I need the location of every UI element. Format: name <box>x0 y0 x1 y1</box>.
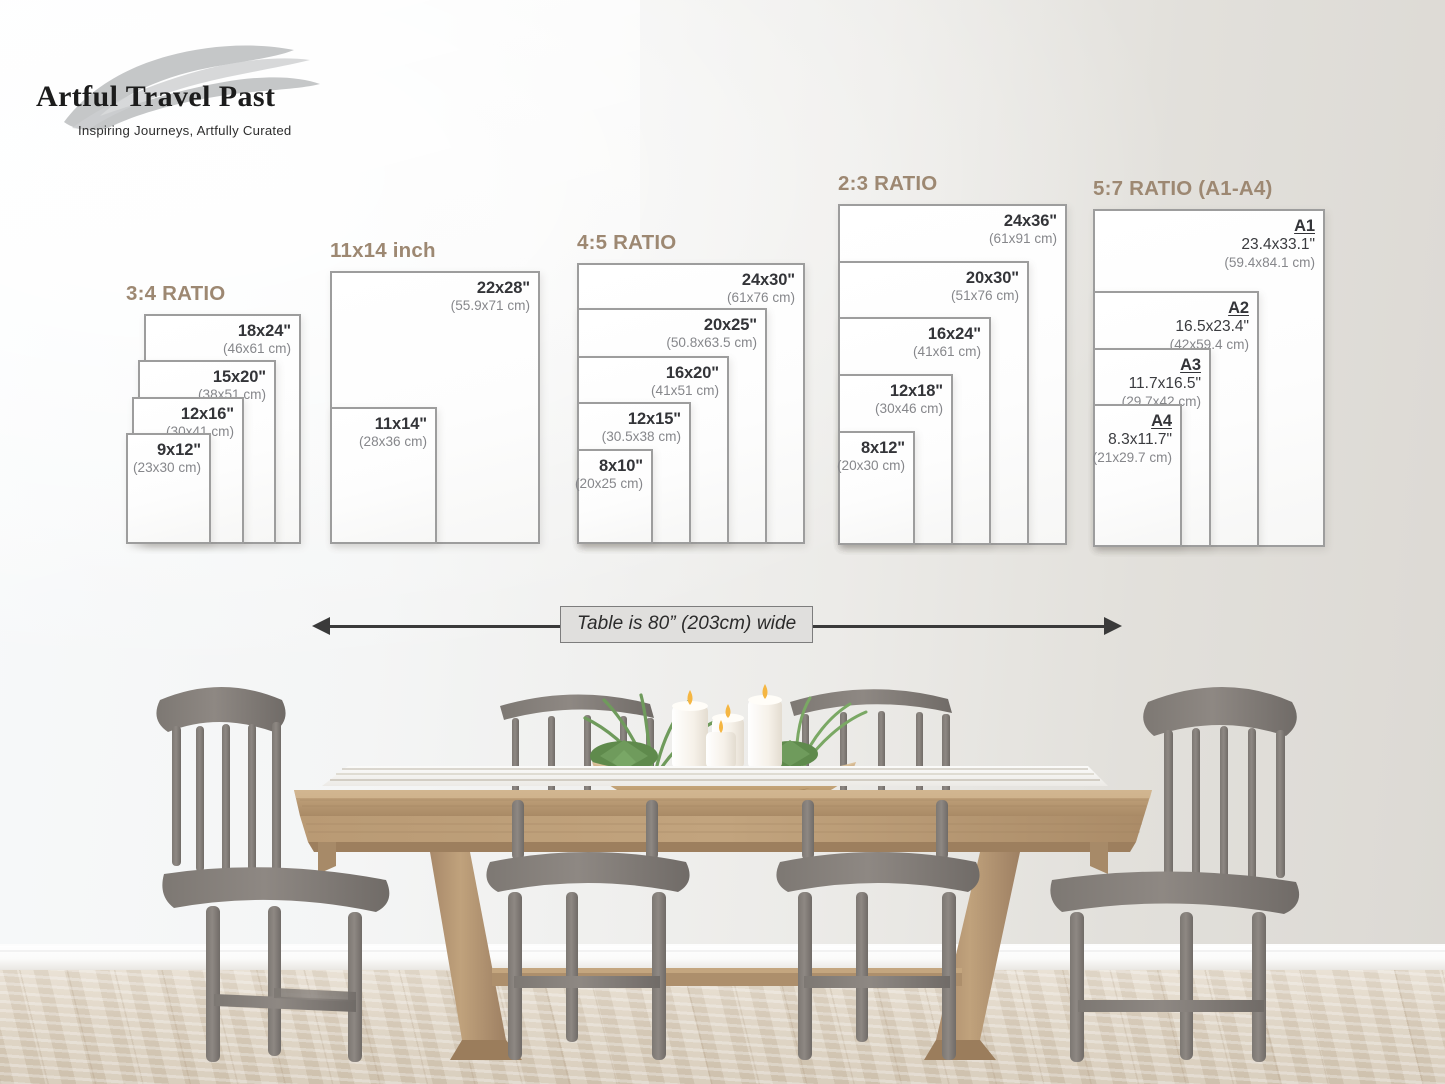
frame-label: 18x24" (46x61 cm) <box>223 322 291 357</box>
frame-label: 24x36" (61x91 cm) <box>989 212 1057 247</box>
frame-stack: 24x36" (61x91 cm) 20x30" (51x76 cm) 16x2… <box>837 204 1067 545</box>
frame-label: 20x30" (51x76 cm) <box>951 269 1019 304</box>
frame-stack: 18x24" (46x61 cm) 15x20" (38x51 cm) 12x1… <box>126 314 301 544</box>
frame-label: 16x20" (41x51 cm) <box>651 364 719 399</box>
frame-9x12[interactable]: 9x12" (23x30 cm) <box>126 433 211 544</box>
group-title: 3:4 RATIO <box>126 282 226 305</box>
frame-stack: 22x28" (55.9x71 cm) 11x14" (28x36 cm) <box>330 271 540 544</box>
brand-logo: Artful Travel Past Inspiring Journeys, A… <box>36 26 366 138</box>
frame-label: 11x14" (28x36 cm) <box>359 415 427 450</box>
group-title: 5:7 RATIO (A1-A4) <box>1093 177 1273 200</box>
frame-stack: A1 23.4x33.1" (59.4x84.1 cm) A2 16.5x23.… <box>1093 209 1325 547</box>
frame-label: 8x12" (20x30 cm) <box>837 439 905 474</box>
frame-label: A1 23.4x33.1" (59.4x84.1 cm) <box>1224 217 1315 271</box>
frame-label: 16x24" (41x61 cm) <box>913 325 981 360</box>
frame-label: 8x10" (20x25 cm) <box>575 457 643 492</box>
table-width-measure: Table is 80” (203cm) wide <box>312 606 1122 646</box>
group-title: 11x14 inch <box>330 239 436 262</box>
frame-label: 12x15" (30.5x38 cm) <box>601 410 681 445</box>
brand-title: Artful Travel Past <box>36 80 276 113</box>
brushstroke-icon <box>64 45 320 131</box>
frame-label: 24x30" (61x76 cm) <box>727 271 795 306</box>
frame-label: A4 8.3x11.7" (21x29.7 cm) <box>1092 412 1172 466</box>
wood-floor <box>0 970 1445 1084</box>
frame-label: 20x25" (50.8x63.5 cm) <box>666 316 757 351</box>
group-title: 2:3 RATIO <box>838 172 938 195</box>
frame-label: 22x28" (55.9x71 cm) <box>450 279 530 314</box>
measure-label: Table is 80” (203cm) wide <box>560 606 814 643</box>
frame-8x12[interactable]: 8x12" (20x30 cm) <box>837 431 915 545</box>
frame-stack: 24x30" (61x76 cm) 20x25" (50.8x63.5 cm) … <box>575 263 805 544</box>
frame-label: 9x12" (23x30 cm) <box>133 441 201 476</box>
group-title: 4:5 RATIO <box>577 231 677 254</box>
brand-tagline: Inspiring Journeys, Artfully Curated <box>78 123 292 138</box>
frame-8x10[interactable]: 8x10" (20x25 cm) <box>575 449 653 544</box>
arrow-right-icon <box>1104 617 1122 635</box>
frame-11x14[interactable]: 11x14" (28x36 cm) <box>330 407 437 544</box>
frame-label: A2 16.5x23.4" (42x59.4 cm) <box>1169 299 1249 353</box>
frame-label: A3 11.7x16.5" (29.7x42 cm) <box>1121 356 1201 410</box>
frame-a4[interactable]: A4 8.3x11.7" (21x29.7 cm) <box>1093 404 1182 547</box>
arrow-left-icon <box>312 617 330 635</box>
frame-label: 12x18" (30x46 cm) <box>875 382 943 417</box>
